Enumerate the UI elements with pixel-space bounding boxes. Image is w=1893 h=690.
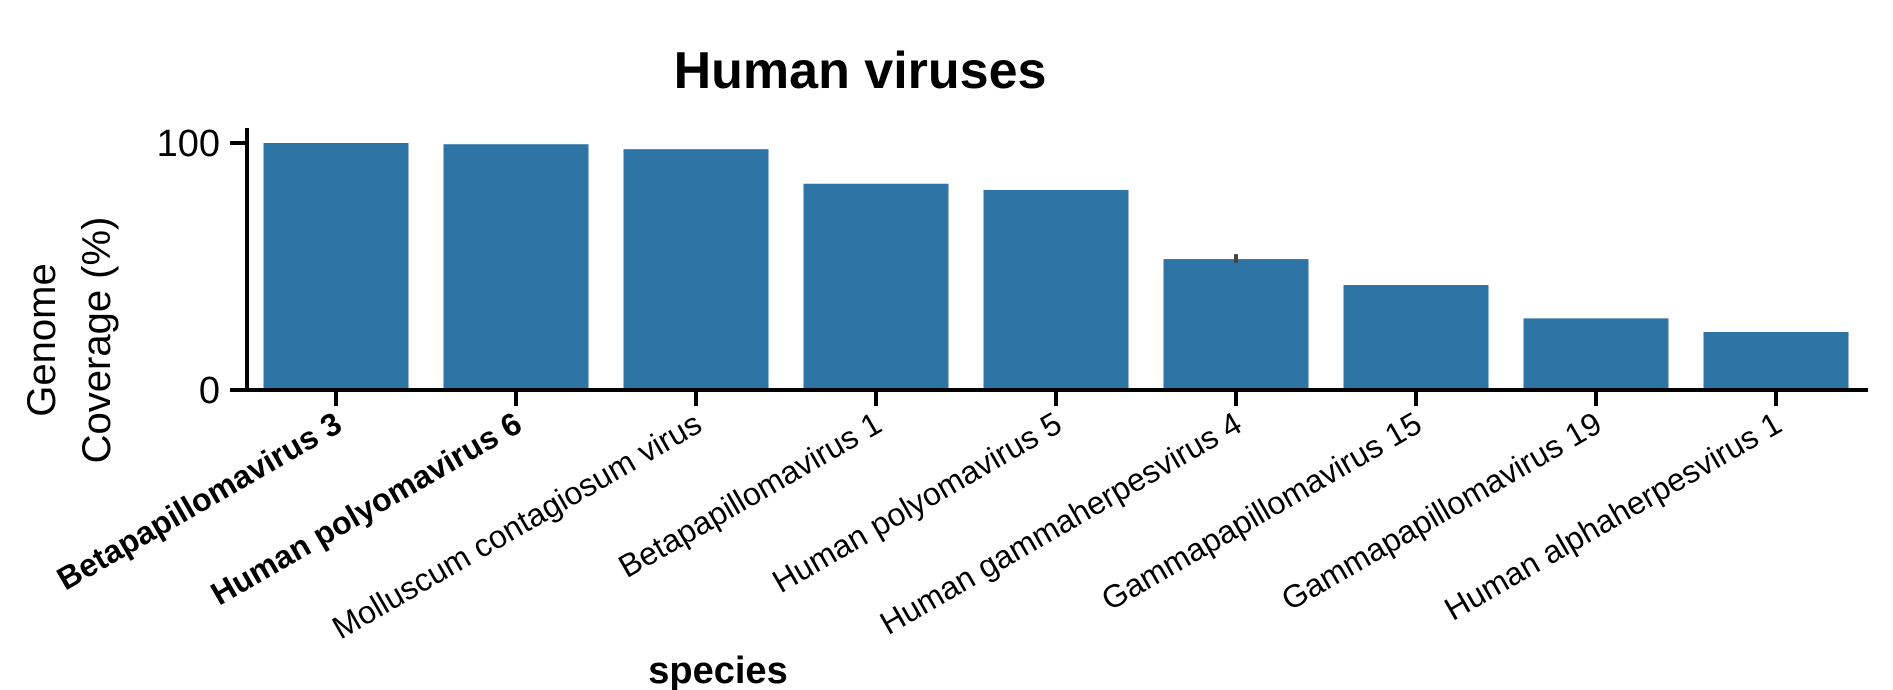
x-tick-label: Human polyomavirus 5 — [766, 405, 1067, 600]
chart-title: Human viruses — [674, 42, 1047, 100]
bar-human-polyomavirus-6 — [443, 144, 589, 390]
bar-gammapapillomavirus-15 — [1343, 285, 1489, 390]
bar-human-alphaherpesvirus-1 — [1703, 331, 1849, 390]
y-tick-label: 0 — [199, 370, 220, 412]
x-tick-label: Human polyomavirus 6 — [205, 405, 528, 612]
y-ticks-group: 0 100 — [157, 123, 247, 412]
x-tick-label: Human gammaherpesvirus 4 — [874, 405, 1248, 642]
bar-betapapillomavirus-1 — [803, 183, 949, 390]
y-axis-label-line-1: Genome — [20, 263, 64, 416]
bar-human-gammaherpesvirus-4 — [1163, 259, 1309, 390]
bar-human-polyomavirus-5 — [983, 189, 1129, 390]
bar-gammapapillomavirus-19 — [1523, 318, 1669, 390]
x-tick-label: Human alphaherpesvirus 1 — [1438, 405, 1787, 627]
x-tick-label: Gammapapillomavirus 19 — [1275, 405, 1607, 618]
bar-betapapillomavirus-3 — [263, 143, 409, 390]
bars-group — [263, 143, 1849, 390]
y-axis-label-line-2: Coverage (%) — [75, 217, 119, 464]
x-tick-label: Gammapapillomavirus 15 — [1095, 405, 1427, 618]
bar-molluscum-contagiosum-virus — [623, 149, 769, 390]
x-axis-label: species — [648, 650, 787, 690]
y-tick-label: 100 — [157, 123, 220, 165]
